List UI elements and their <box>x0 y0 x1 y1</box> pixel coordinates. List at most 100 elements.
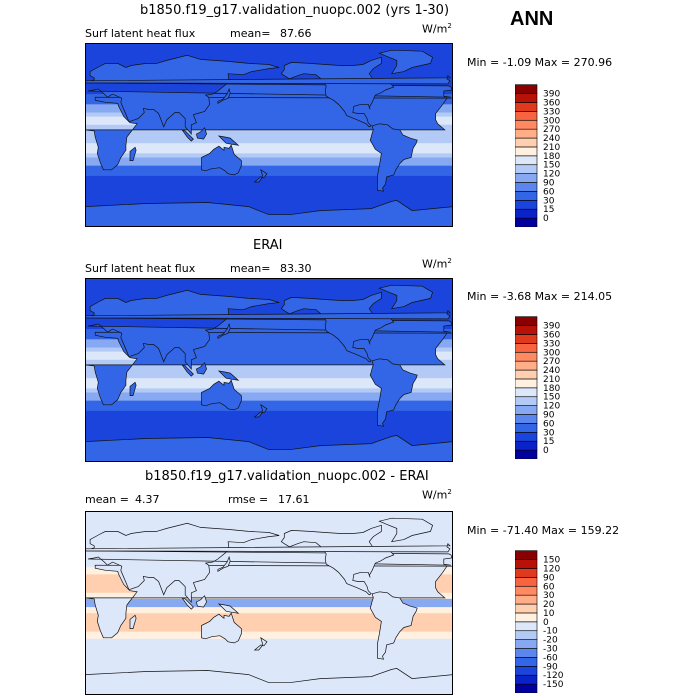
continent-antarctica <box>85 668 453 695</box>
colorbar-label: 390 <box>543 90 560 100</box>
panel3-rmse-label: rmse = <box>228 493 269 506</box>
continent-namerica <box>280 291 395 363</box>
colorbar-box <box>515 585 538 596</box>
colorbar-label: -120 <box>543 671 564 681</box>
panel3-mean-value: 4.37 <box>135 493 160 506</box>
colorbar-box <box>515 449 538 459</box>
colorbar-label: 240 <box>543 134 560 144</box>
panel2-mean-value: 83.30 <box>280 262 312 275</box>
panel1-units: W/m2 <box>422 22 452 36</box>
colorbar-label: 20 <box>543 600 555 610</box>
colorbar-label: 60 <box>543 582 555 592</box>
colorbar-label: 120 <box>543 564 560 574</box>
colorbar-box <box>515 603 538 614</box>
colorbar-label: 270 <box>543 357 560 367</box>
continent-nz <box>253 168 268 183</box>
map-frame <box>85 511 453 695</box>
colorbar-box <box>515 621 538 632</box>
panel2-variable: Surf latent heat flux <box>85 262 196 275</box>
colorbar-label: 90 <box>543 179 555 189</box>
map-band <box>85 598 453 608</box>
colorbar-box <box>515 550 538 560</box>
colorbar-label: 180 <box>543 152 560 162</box>
colorbar-box <box>515 360 538 371</box>
map-frame <box>85 43 453 227</box>
continent-sumatra <box>181 129 194 142</box>
continent-japan <box>217 555 231 572</box>
colorbar-label: -90 <box>543 662 558 672</box>
continent-namerica <box>280 56 395 128</box>
continent-sumatra <box>181 364 194 377</box>
colorbar-label: 0 <box>543 214 549 224</box>
colorbar-label: 330 <box>543 107 560 117</box>
colorbar-label: 15 <box>543 437 554 447</box>
colorbar-box <box>515 191 538 201</box>
panel2-units: W/m2 <box>422 257 452 271</box>
colorbar-label: 390 <box>543 322 560 332</box>
colorbar-box <box>515 102 538 112</box>
colorbar-label: 15 <box>543 205 554 215</box>
colorbar-label: -150 <box>543 680 564 690</box>
continent-greenland <box>378 517 434 543</box>
panel1-mean-value: 87.66 <box>280 27 312 40</box>
panel3-units: W/m2 <box>422 488 452 502</box>
colorbar-box <box>515 351 538 362</box>
colorbar-box <box>515 423 538 433</box>
colorbar-box <box>515 568 538 578</box>
continent-namerica <box>280 524 395 596</box>
colorbar-box <box>515 612 538 623</box>
colorbar-label: -60 <box>543 653 558 663</box>
colorbar-label: 30 <box>543 196 555 206</box>
colorbar-box <box>515 405 538 415</box>
colorbar-box <box>515 119 538 130</box>
colorbar-box <box>515 657 538 667</box>
continent-samerica <box>369 591 418 660</box>
colorbar-label: 120 <box>543 402 560 412</box>
colorbar-box <box>515 577 538 587</box>
continent-antarctica <box>85 435 453 462</box>
continent-australia <box>201 379 242 411</box>
colorbar-box <box>515 84 538 94</box>
colorbar-box <box>515 666 538 676</box>
colorbar-box <box>515 200 538 210</box>
colorbar-box <box>515 334 538 344</box>
panel3-mean-label: mean = <box>85 493 129 506</box>
continent-antarctica <box>85 200 453 227</box>
colorbar-label: 10 <box>543 609 555 619</box>
colorbar-label: 210 <box>543 375 560 385</box>
panel3-rmse-value: 17.61 <box>278 493 310 506</box>
colorbar-box <box>515 146 538 157</box>
continent-japan <box>217 87 231 104</box>
continent-newguinea <box>217 603 240 614</box>
colorbar-box <box>515 208 538 219</box>
colorbar-label: 300 <box>543 348 560 358</box>
continent-eurasia <box>85 522 453 603</box>
colorbar-box <box>515 173 538 183</box>
colorbar-box <box>515 164 538 174</box>
colorbar-label: 90 <box>543 573 555 583</box>
colorbar-label: 0 <box>543 618 549 628</box>
panel3-map <box>85 511 453 695</box>
continent-samerica <box>369 123 418 192</box>
colorbar-label: 30 <box>543 428 555 438</box>
colorbar-box <box>515 440 538 451</box>
colorbar-label: 60 <box>543 419 555 429</box>
colorbar-box <box>515 155 538 166</box>
panel1-mean-label: mean= <box>230 27 271 40</box>
map-band <box>85 378 453 389</box>
continent-greenland <box>378 284 434 310</box>
colorbar-label: 150 <box>543 556 560 566</box>
colorbar-label: 180 <box>543 384 560 394</box>
colorbar-box <box>515 137 538 148</box>
panel2-map <box>85 278 453 462</box>
map-frame <box>85 278 453 462</box>
colorbar-box <box>515 594 538 605</box>
map-band <box>85 613 453 632</box>
colorbar-label: 300 <box>543 116 560 126</box>
colorbar-box <box>515 325 538 335</box>
continent-samerica <box>369 358 418 427</box>
continent-nz <box>253 403 268 418</box>
